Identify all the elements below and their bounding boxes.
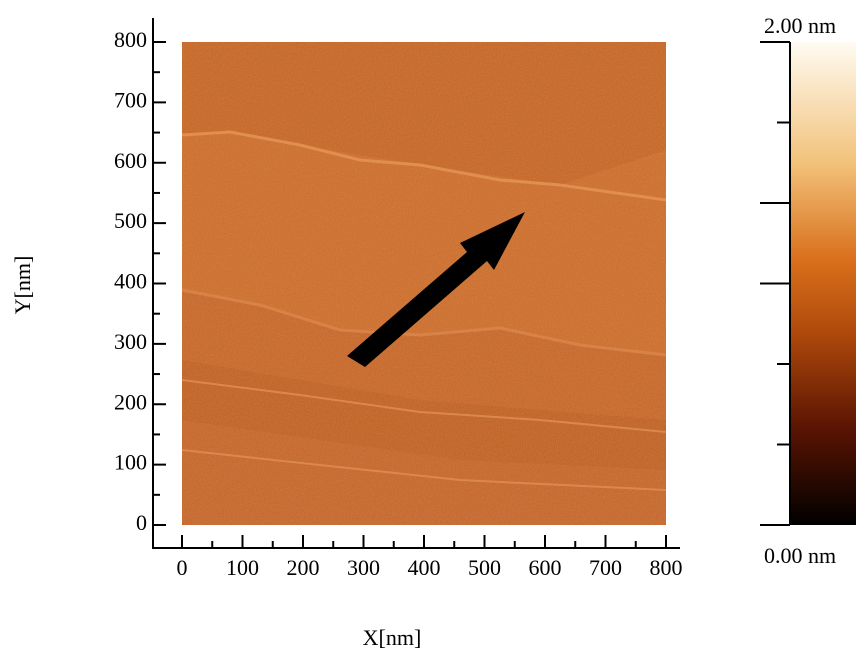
x-tick-label: 300 (347, 555, 380, 580)
x-axis-label: X[nm] (363, 625, 422, 650)
colorbar (790, 42, 856, 525)
x-tick-label: 800 (650, 555, 683, 580)
y-tick-label: 400 (114, 269, 147, 294)
y-tick-label: 700 (114, 87, 147, 112)
x-tick-label: 0 (177, 555, 188, 580)
x-tick-label: 500 (468, 555, 501, 580)
arrow (347, 212, 525, 367)
y-tick-label: 300 (114, 329, 147, 354)
x-tick-label: 600 (529, 555, 562, 580)
afm-image (182, 42, 666, 525)
y-tick-label: 0 (136, 510, 147, 535)
y-tick-label: 100 (114, 450, 147, 475)
x-tick-label: 700 (589, 555, 622, 580)
x-tick-label: 400 (408, 555, 441, 580)
y-tick-label: 800 (114, 27, 147, 52)
x-tick-label: 100 (226, 555, 259, 580)
y-tick-label: 600 (114, 148, 147, 173)
y-tick-label: 200 (114, 389, 147, 414)
y-axis-label: Y[nm] (10, 256, 35, 315)
colorbar-minor-ticks (760, 121, 790, 446)
y-tick-label: 500 (114, 208, 147, 233)
x-tick-label: 200 (287, 555, 320, 580)
colorbar-tick-label: 0.00 nm (764, 543, 836, 568)
colorbar-tick-label: 2.00 nm (764, 13, 836, 38)
